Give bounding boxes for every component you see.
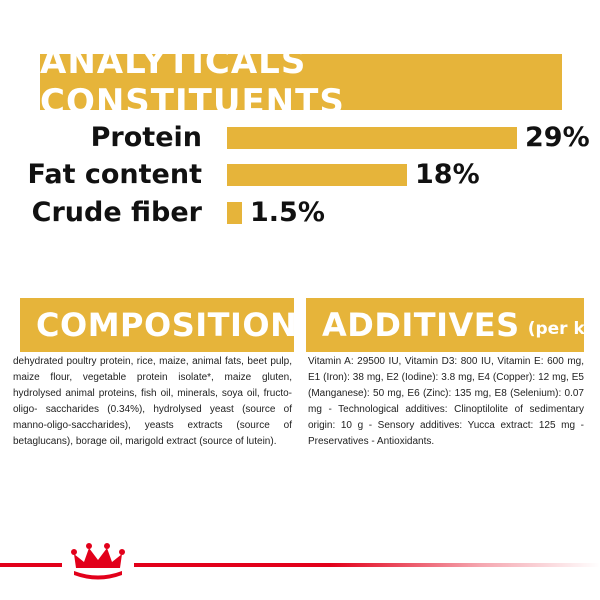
crude-fiber-value: 1.5% [250, 197, 325, 228]
fat-content-label: Fat content [27, 159, 202, 190]
protein-label: Protein [90, 122, 202, 153]
crude-fiber-label: Crude fiber [31, 197, 202, 228]
protein-row: Protein 29% [0, 121, 600, 155]
additives-text: Vitamin A: 29500 IU, Vitamin D3: 800 IU,… [308, 356, 584, 447]
additives-subtitle: (per kg) [527, 319, 600, 339]
fat-content-bar [227, 164, 407, 186]
composition-text: dehydrated poultry protein, rice, maize,… [13, 356, 292, 447]
footer-red-line [0, 563, 600, 567]
protein-bar [227, 127, 517, 149]
fat-content-row: Fat content 18% [0, 158, 600, 192]
protein-value: 29% [525, 122, 590, 153]
composition-header: COMPOSITION [20, 298, 298, 352]
additives-title: ADDITIVES [322, 306, 520, 344]
crude-fiber-bar [227, 202, 242, 224]
composition-title: COMPOSITION [36, 306, 298, 344]
additives-header: ADDITIVES (per kg) [306, 298, 600, 352]
royal-canin-crown-icon [62, 540, 134, 584]
analyticals-banner: ANALYTICALS CONSTITUENTS [40, 42, 562, 122]
fat-content-value: 18% [415, 159, 480, 190]
analyticals-title: ANALYTICALS CONSTITUENTS [40, 42, 345, 122]
crude-fiber-row: Crude fiber 1.5% [0, 196, 600, 230]
